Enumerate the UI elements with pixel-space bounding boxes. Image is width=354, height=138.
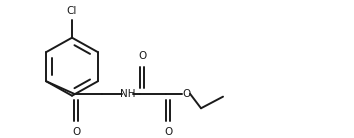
Text: O: O: [72, 127, 80, 137]
Text: Cl: Cl: [67, 6, 77, 16]
Text: NH: NH: [120, 89, 135, 99]
Text: O: O: [138, 51, 146, 61]
Text: O: O: [164, 127, 172, 137]
Text: O: O: [182, 89, 191, 99]
